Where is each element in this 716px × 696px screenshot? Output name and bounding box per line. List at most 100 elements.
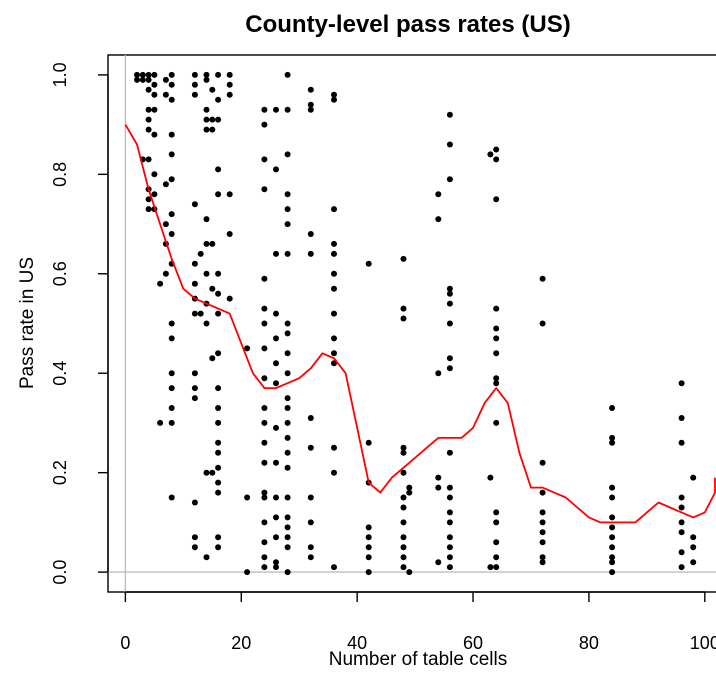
data-point [365, 534, 372, 541]
data-point [307, 444, 314, 451]
data-point [191, 370, 198, 377]
data-point [261, 419, 268, 426]
x-tick-label: 40 [347, 633, 367, 653]
data-point [435, 191, 442, 198]
data-point [151, 71, 158, 78]
data-point [151, 131, 158, 138]
data-point [539, 539, 546, 546]
data-point [215, 310, 222, 317]
data-point [446, 564, 453, 571]
data-point [203, 240, 210, 247]
data-point [203, 71, 210, 78]
data-point [493, 156, 500, 163]
data-point [215, 544, 222, 551]
data-point [331, 206, 337, 213]
data-point [446, 355, 453, 362]
data-point [215, 464, 222, 471]
data-point [678, 439, 685, 446]
data-point [261, 489, 268, 496]
data-point [284, 250, 291, 257]
data-point [197, 310, 204, 317]
data-point [331, 310, 337, 317]
data-point [284, 405, 291, 411]
data-point [273, 166, 279, 173]
data-point [226, 81, 233, 88]
data-point [609, 534, 616, 541]
data-point [273, 514, 279, 521]
data-point [168, 335, 175, 342]
data-point [215, 479, 222, 486]
data-point [284, 320, 291, 327]
data-point [244, 494, 251, 501]
data-point [487, 564, 494, 571]
data-point [331, 285, 337, 292]
data-point [690, 474, 697, 481]
data-point [215, 439, 222, 446]
data-point [145, 156, 152, 163]
data-point [331, 250, 337, 257]
data-point [145, 206, 152, 213]
data-point [284, 544, 291, 551]
data-point [261, 305, 268, 312]
data-point [609, 439, 616, 446]
y-tick-label: 0.2 [50, 460, 70, 485]
data-point [446, 544, 453, 551]
data-point [487, 151, 494, 158]
data-point [215, 405, 222, 411]
data-point [284, 419, 291, 426]
data-point [168, 71, 175, 78]
data-point [209, 240, 216, 247]
y-tick-label: 1.0 [50, 62, 70, 87]
data-point [261, 519, 268, 526]
data-point [134, 71, 140, 78]
data-point [446, 141, 453, 148]
data-point [284, 569, 291, 576]
data-point [406, 489, 413, 496]
data-point [400, 544, 407, 551]
data-point [197, 250, 204, 257]
data-point [226, 71, 233, 78]
data-point [215, 534, 222, 541]
data-point [209, 285, 216, 292]
data-point [145, 106, 152, 113]
data-point [690, 559, 697, 566]
data-point [331, 270, 337, 277]
data-point [365, 554, 372, 561]
data-point [244, 345, 251, 352]
data-point [191, 395, 198, 402]
plot-frame [107, 54, 716, 593]
data-point [273, 564, 279, 571]
data-point [400, 315, 407, 322]
data-point [406, 484, 413, 491]
data-point [145, 86, 152, 93]
data-point [493, 196, 500, 203]
data-point [145, 71, 152, 78]
data-point [539, 519, 546, 526]
data-point [678, 415, 685, 421]
data-point [209, 469, 216, 476]
data-point [493, 350, 500, 357]
data-point [215, 385, 222, 392]
data-point [284, 151, 291, 158]
data-point [162, 270, 169, 277]
data-point [284, 370, 291, 377]
data-point [191, 499, 198, 506]
data-point [307, 101, 314, 108]
data-point [284, 106, 291, 113]
data-point [168, 405, 175, 411]
data-point [145, 126, 152, 133]
data-point [203, 126, 210, 133]
data-point [493, 305, 500, 312]
data-point [244, 569, 251, 576]
data-point [215, 116, 222, 123]
data-point [151, 81, 158, 88]
data-point [307, 544, 314, 551]
data-point [609, 554, 616, 561]
data-point [365, 524, 372, 531]
data-point [284, 494, 291, 501]
data-point [539, 320, 546, 327]
data-point [284, 221, 291, 228]
data-point [261, 121, 268, 128]
data-point [215, 96, 222, 103]
data-point [261, 186, 268, 193]
